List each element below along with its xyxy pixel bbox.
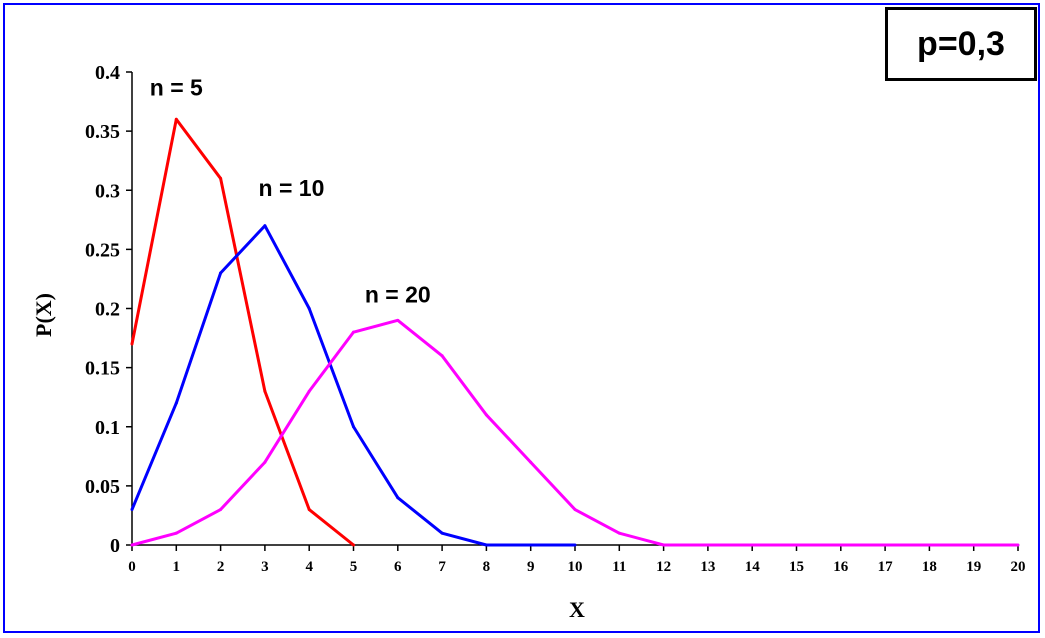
data-point bbox=[529, 543, 533, 547]
y-axis-title: P(X) bbox=[31, 293, 56, 337]
x-tick-label: 14 bbox=[745, 559, 761, 575]
data-point bbox=[130, 543, 134, 547]
data-point bbox=[662, 543, 666, 547]
data-point bbox=[795, 543, 798, 547]
data-point bbox=[352, 330, 355, 334]
y-tick-label: 0.25 bbox=[85, 239, 120, 261]
x-tick-label: 16 bbox=[833, 559, 849, 575]
data-point bbox=[750, 543, 754, 547]
series-line-2 bbox=[131, 318, 1018, 547]
data-point bbox=[352, 543, 355, 547]
data-point bbox=[307, 389, 311, 393]
data-point bbox=[573, 543, 577, 547]
data-point bbox=[440, 354, 444, 358]
data-point bbox=[174, 531, 178, 535]
series-line-1 bbox=[130, 224, 575, 547]
x-tick-label: 4 bbox=[305, 559, 313, 575]
x-tick-label: 13 bbox=[700, 559, 715, 575]
y-tick-label: 0.35 bbox=[85, 121, 120, 143]
data-point bbox=[440, 531, 444, 535]
data-point bbox=[529, 460, 533, 464]
y-tick-label: 0.3 bbox=[95, 180, 120, 202]
data-point bbox=[307, 307, 311, 310]
x-tick-label: 18 bbox=[922, 559, 937, 575]
x-tick-label: 17 bbox=[878, 559, 894, 575]
data-point bbox=[263, 460, 267, 464]
series-labels: n = 5 n = 10 n = 20 bbox=[150, 75, 431, 308]
x-tick-label: 5 bbox=[350, 559, 358, 575]
x-tick-label: 10 bbox=[568, 559, 583, 575]
data-point bbox=[174, 401, 178, 405]
x-tick-label: 9 bbox=[527, 559, 535, 575]
y-tick-label: 0.2 bbox=[95, 299, 120, 321]
data-point bbox=[706, 543, 710, 547]
x-tick-label: 7 bbox=[438, 559, 446, 575]
data-point bbox=[130, 342, 134, 346]
series-label-0: n = 5 bbox=[150, 75, 203, 101]
data-point bbox=[219, 508, 223, 512]
data-point bbox=[219, 176, 223, 180]
data-point bbox=[219, 271, 223, 275]
data-point bbox=[174, 117, 178, 121]
x-tick-label: 11 bbox=[612, 559, 626, 575]
x-tick-label: 12 bbox=[656, 559, 671, 575]
axes bbox=[126, 71, 1019, 551]
series-lines bbox=[130, 117, 1020, 547]
series-line-0 bbox=[130, 117, 355, 547]
data-point bbox=[396, 496, 400, 500]
y-tick-labels: 0 0.05 0.1 0.15 0.2 0.25 0.3 0.35 0.4 bbox=[85, 62, 120, 557]
x-tick-label: 8 bbox=[483, 559, 491, 575]
data-point bbox=[307, 508, 311, 512]
x-tick-label: 0 bbox=[128, 559, 136, 575]
y-tick-label: 0.4 bbox=[95, 62, 120, 84]
y-tick-label: 0.05 bbox=[85, 476, 120, 498]
x-tick-label: 19 bbox=[966, 559, 981, 575]
series-label-1: n = 10 bbox=[259, 175, 325, 201]
x-tick-label: 2 bbox=[217, 559, 225, 575]
data-point bbox=[130, 508, 134, 512]
data-point bbox=[396, 318, 400, 322]
y-tick-label: 0 bbox=[110, 535, 120, 557]
y-tick-label: 0.15 bbox=[85, 358, 120, 380]
data-point bbox=[883, 543, 887, 547]
data-point bbox=[263, 389, 267, 393]
data-point bbox=[352, 425, 355, 429]
data-point bbox=[484, 413, 488, 417]
data-point bbox=[484, 543, 488, 547]
data-point bbox=[263, 224, 267, 228]
parameter-box: p=0,3 bbox=[885, 7, 1037, 81]
data-point bbox=[617, 531, 621, 535]
x-tick-label: 20 bbox=[1011, 559, 1026, 575]
data-point bbox=[839, 543, 843, 547]
x-tick-label: 6 bbox=[394, 559, 402, 575]
data-point bbox=[573, 508, 577, 512]
data-point bbox=[1016, 543, 1020, 547]
x-tick-labels: 0 1 2 3 4 5 6 7 8 9 10 11 12 13 14 15 16 17 18 19 20 bbox=[128, 559, 1025, 575]
series-label-2: n = 20 bbox=[365, 282, 431, 308]
parameter-text: p=0,3 bbox=[917, 24, 1005, 63]
data-point bbox=[927, 543, 931, 547]
y-tick-label: 0.1 bbox=[95, 417, 120, 439]
data-point bbox=[972, 543, 976, 547]
x-tick-label: 3 bbox=[261, 559, 269, 575]
x-tick-label: 1 bbox=[173, 559, 181, 575]
x-tick-label: 15 bbox=[789, 559, 804, 575]
x-axis-title: X bbox=[569, 597, 585, 622]
